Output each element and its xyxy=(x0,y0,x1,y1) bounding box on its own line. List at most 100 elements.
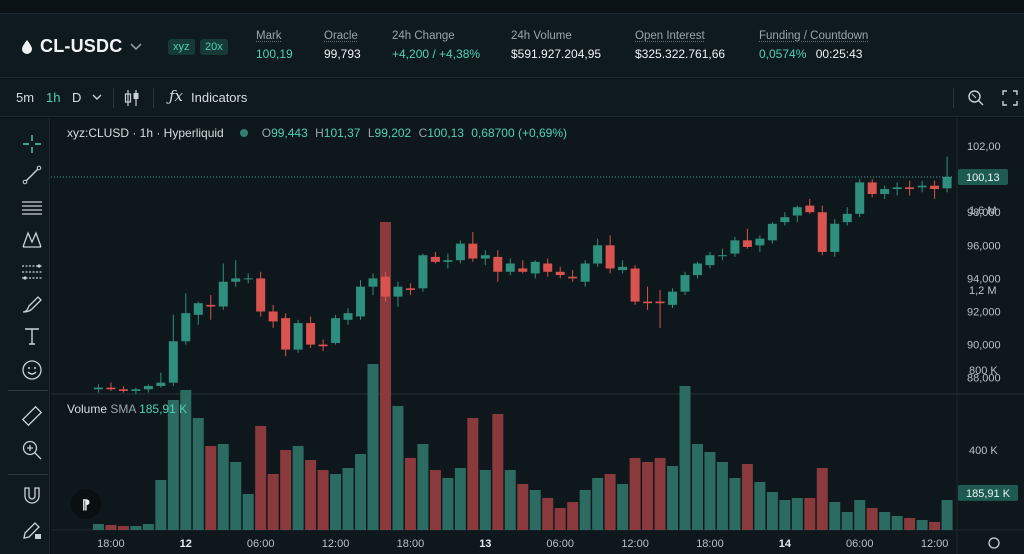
market-status-dot xyxy=(239,129,248,137)
candle-body xyxy=(181,313,191,342)
price-tick-label: 98,000 xyxy=(967,207,1001,219)
zoom-in-tool[interactable] xyxy=(20,438,44,462)
brush-tool[interactable] xyxy=(20,292,44,316)
candle-body xyxy=(792,207,802,216)
volume-bar xyxy=(879,512,891,530)
candle-body xyxy=(106,387,116,390)
candle-body xyxy=(867,182,877,194)
fullscreen-icon[interactable] xyxy=(1002,90,1018,106)
volume-bar xyxy=(180,390,192,530)
stat-label: Oracle xyxy=(324,30,358,42)
volume-bar xyxy=(442,478,454,530)
time-tick-label: 18:00 xyxy=(97,538,125,550)
stat-24h-volume: 24h Volume $591.927.204,95 xyxy=(511,30,601,61)
candle-body xyxy=(331,318,341,343)
volume-tick-label: 1,6 M xyxy=(969,205,997,217)
close-value: 100,13 xyxy=(427,126,464,140)
crosshair-tool[interactable] xyxy=(20,132,44,156)
indicators-button[interactable]: Indicators xyxy=(191,90,248,105)
volume-bar xyxy=(292,446,304,530)
candle-body xyxy=(418,255,428,289)
stat-mark: Mark 100,19 xyxy=(256,30,293,61)
zoom-search-icon[interactable] xyxy=(967,89,985,107)
volume-sma-tag xyxy=(958,484,1018,501)
tool-divider xyxy=(8,390,48,391)
time-tick-label: 12:00 xyxy=(322,538,350,550)
chevron-down-icon[interactable] xyxy=(92,94,102,101)
lock-drawings-tool[interactable] xyxy=(20,518,44,542)
price-chart[interactable]: 102,00100,0098,00096,00094,00092,00090,0… xyxy=(51,118,1024,554)
volume-bar xyxy=(267,474,279,530)
candle-body xyxy=(530,261,540,274)
stat-label: Mark xyxy=(256,30,282,42)
volume-legend: Volume SMA 185,91 K xyxy=(67,402,187,416)
volume-bar xyxy=(404,458,416,530)
droplet-icon xyxy=(22,39,32,54)
candles-icon[interactable] xyxy=(124,89,140,107)
volume-bar xyxy=(579,490,591,530)
volume-bar xyxy=(729,478,741,530)
candle-body xyxy=(892,187,902,190)
candle-body xyxy=(193,303,203,315)
candle-body xyxy=(917,185,927,188)
price-tick-label: 94,000 xyxy=(967,273,1001,285)
high-value: 101,37 xyxy=(323,126,361,140)
chart-title: xyz:CLUSD · 1h · Hyperliquid xyxy=(67,126,224,140)
funding-rate: 0,0574% xyxy=(759,47,807,61)
trend-line-tool[interactable] xyxy=(20,163,44,187)
candle-body xyxy=(568,276,578,279)
volume-bar xyxy=(305,460,317,530)
stat-funding: Funding / Countdown 0,0574% 00:25:43 xyxy=(759,30,868,61)
volume-bar xyxy=(330,474,342,530)
interval-1h[interactable]: 1h xyxy=(46,90,61,105)
volume-bar xyxy=(205,446,217,530)
ohlc-values: O99,443 H101,37 L99,202 C100,13 0,68700 … xyxy=(262,126,567,140)
candle-body xyxy=(805,205,815,213)
tool-divider xyxy=(8,474,48,475)
candle-body xyxy=(655,301,665,304)
price-change: 0,68700 (+0,69%) xyxy=(471,126,568,140)
magnet-tool[interactable] xyxy=(20,484,44,508)
interval-d[interactable]: D xyxy=(72,90,82,105)
horizontal-lines-tool[interactable] xyxy=(20,196,44,220)
time-tick-label: 13 xyxy=(479,538,491,550)
candle-body xyxy=(555,271,565,276)
price-tick-label: 90,000 xyxy=(967,340,1001,352)
text-tool[interactable] xyxy=(20,324,44,348)
volume-bar xyxy=(92,524,104,530)
zoom-in-icon xyxy=(22,440,42,460)
volume-bar xyxy=(217,444,229,530)
last-price-label: 100,13 xyxy=(966,172,1000,184)
volume-bar xyxy=(317,470,329,530)
volume-tick-label: 800 K xyxy=(969,365,998,377)
market-symbol: CL-USDC xyxy=(40,36,123,56)
close-label: C xyxy=(418,126,428,140)
interval-5m[interactable]: 5m xyxy=(16,90,35,105)
emoji-tool[interactable] xyxy=(20,358,44,382)
candle-body xyxy=(942,176,952,189)
volume-bar xyxy=(167,400,179,530)
fib-tool[interactable] xyxy=(20,260,44,284)
chart-area[interactable]: 102,00100,0098,00096,00094,00092,00090,0… xyxy=(51,118,1024,554)
stat-oracle: Oracle 99,793 xyxy=(324,30,361,61)
candle-body xyxy=(493,256,503,272)
volume-bar xyxy=(629,458,641,530)
candle-body xyxy=(717,255,727,257)
volume-bar xyxy=(542,498,554,530)
chart-toolbar: 5m 1h D ƒx Indicators xyxy=(0,79,1024,117)
market-selector[interactable]: CL-USDC xyxy=(22,36,142,57)
volume-bar xyxy=(567,502,579,530)
leverage-badge[interactable]: 20x xyxy=(200,39,228,55)
ruler-tool[interactable] xyxy=(20,404,44,428)
candle-body xyxy=(268,311,278,322)
volume-bar xyxy=(454,468,466,530)
pattern-tool[interactable] xyxy=(20,228,44,252)
volume-bar xyxy=(105,525,117,530)
stat-label: Funding / Countdown xyxy=(759,30,869,42)
volume-bar xyxy=(841,512,853,530)
brush-icon xyxy=(22,296,42,313)
candle-body xyxy=(705,255,715,266)
toolbar-divider xyxy=(113,88,114,108)
chevron-down-icon xyxy=(130,42,142,50)
volume-bar xyxy=(891,516,903,530)
